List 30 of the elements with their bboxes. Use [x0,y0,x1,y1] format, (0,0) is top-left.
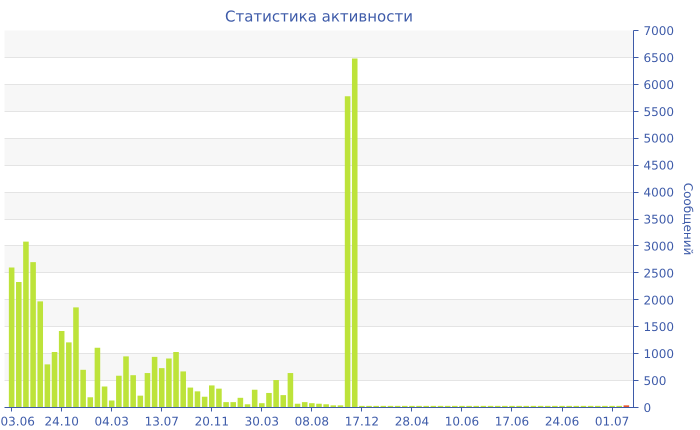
x-tick-label: 17.12 [344,414,380,428]
x-tick-label: 04.03 [94,414,129,428]
y-tick-label: 5000 [644,132,674,146]
y-tick-label: 4500 [644,158,674,173]
x-tick-label: 08.08 [294,414,330,428]
y-tick-label: 1000 [644,347,674,362]
y-tick-label: 4000 [644,186,674,200]
y-tick-label: 3500 [644,212,674,226]
y-tick-label: 500 [644,374,666,388]
y-tick-label: 1500 [644,320,674,334]
x-tick-label: 24.06 [544,414,580,428]
x-tick-label: 10.06 [444,414,480,428]
y-tick-label: 3000 [644,239,674,254]
x-tick-label: 30.03 [244,414,279,428]
x-tick-label: 24.10 [44,414,79,428]
x-tick-label: 28.04 [394,414,430,428]
y-tick-label: 2000 [644,293,674,308]
x-tick-label: 03.06 [0,414,35,428]
y-axis-title: Сообщений [681,182,696,256]
y-tick-label: 6000 [644,78,674,92]
x-tick-label: 01.07 [594,414,630,428]
chart-title: Статистика активности [225,8,413,26]
y-tick-label: 7000 [644,24,674,38]
x-tick-label: 20.11 [194,414,229,428]
y-tick-label: 5500 [644,104,674,119]
y-tick-label: 2500 [644,266,674,280]
x-tick-label: 17.06 [494,414,530,428]
y-tick-label: 6500 [644,50,674,65]
x-tick-label: 13.07 [144,414,179,428]
y-tick-label: 0 [644,401,652,415]
